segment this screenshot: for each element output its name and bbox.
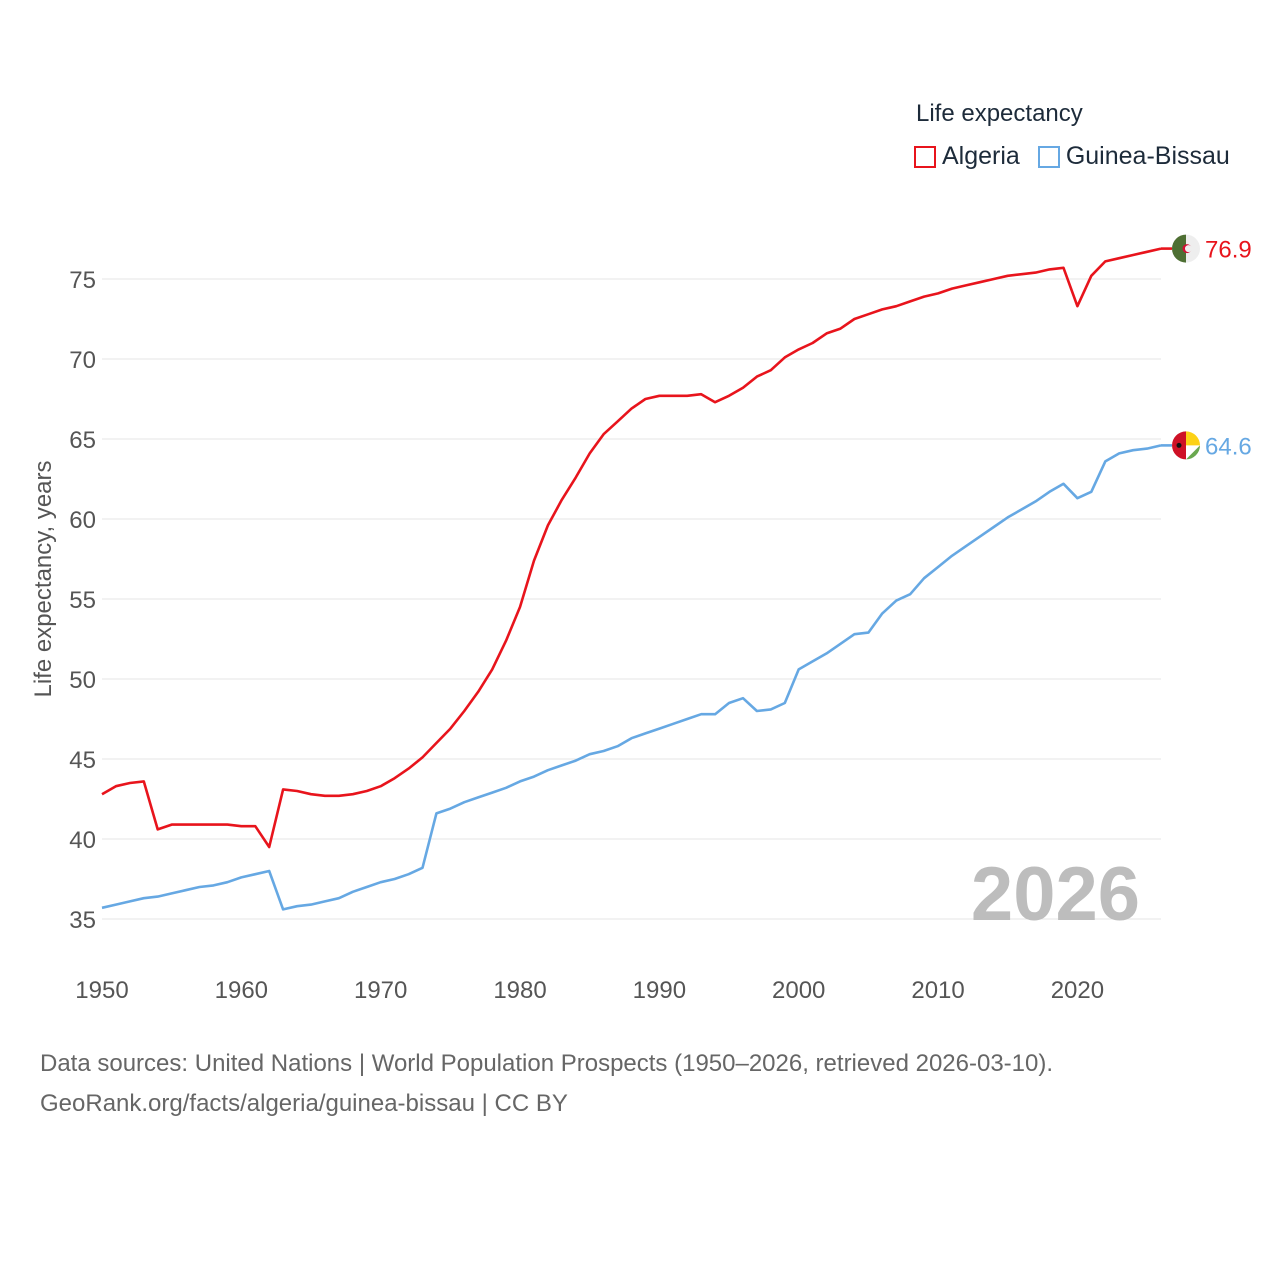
legend-label-algeria: Algeria: [942, 142, 1020, 170]
x-tick-label: 2010: [911, 977, 964, 1004]
legend-item-algeria[interactable]: Algeria: [914, 142, 1020, 171]
end-label-algeria: 76.9: [1205, 237, 1252, 264]
algeria-flag-icon: [1172, 234, 1200, 263]
legend-title: Life expectancy: [916, 100, 1083, 127]
year-watermark: 2026: [971, 852, 1140, 937]
flag-star: [1176, 442, 1182, 448]
end-markers: 76.9 64.6: [1172, 234, 1252, 460]
x-tick-label: 1970: [354, 977, 407, 1004]
flag-yellow-quarter: [1186, 431, 1200, 446]
flag-green-quarter: [1186, 445, 1200, 460]
x-tick-label: 1960: [215, 977, 268, 1004]
x-axis-ticks: 1950 1960 1970 1980 1990 2000 2010 2020: [75, 977, 1104, 1004]
x-tick-label: 1980: [493, 977, 546, 1004]
flag-white-half: [1186, 234, 1200, 263]
footer-attribution[interactable]: GeoRank.org/facts/algeria/guinea-bissau …: [40, 1090, 568, 1117]
y-tick-label: 45: [69, 747, 96, 774]
guinea-bissau-flag-icon: [1172, 431, 1200, 460]
end-label-guinea-bissau: 64.6: [1205, 433, 1252, 460]
footer-sources: Data sources: United Nations | World Pop…: [40, 1050, 1054, 1077]
grid-lines: [102, 278, 1161, 920]
flag-green-half: [1172, 234, 1186, 263]
y-tick-label: 75: [69, 267, 96, 294]
y-tick-label: 50: [69, 667, 96, 694]
series-line-algeria: [101, 247, 1162, 849]
x-tick-label: 2020: [1051, 977, 1104, 1004]
footer: Data sources: United Nations | World Pop…: [40, 1044, 1053, 1124]
legend-swatch-guinea-bissau: [1037, 145, 1060, 168]
x-tick-label: 1990: [633, 977, 686, 1004]
legend-swatch-algeria: [914, 145, 936, 168]
y-tick-label: 65: [69, 427, 96, 454]
y-tick-label: 35: [69, 907, 96, 934]
y-tick-label: 40: [69, 827, 96, 854]
legend-item-guinea-bissau[interactable]: Guinea-Bissau: [1037, 142, 1230, 171]
legend-label-guinea-bissau: Guinea-Bissau: [1065, 142, 1230, 170]
x-tick-label: 1950: [75, 977, 128, 1004]
legend: Algeria Guinea-Bissau: [914, 142, 1248, 171]
y-tick-label: 55: [69, 587, 96, 614]
flag-crescent-cut: [1185, 245, 1192, 253]
y-axis-ticks: 35 40 45 50 55 60 65 70 75: [69, 267, 96, 934]
y-axis-title: Life expectancy, years: [30, 460, 57, 697]
series-line-guinea-bissau: [101, 444, 1162, 911]
series-lines: [101, 247, 1172, 911]
y-tick-label: 60: [69, 507, 96, 534]
y-tick-label: 70: [69, 347, 96, 374]
x-tick-label: 2000: [772, 977, 825, 1004]
